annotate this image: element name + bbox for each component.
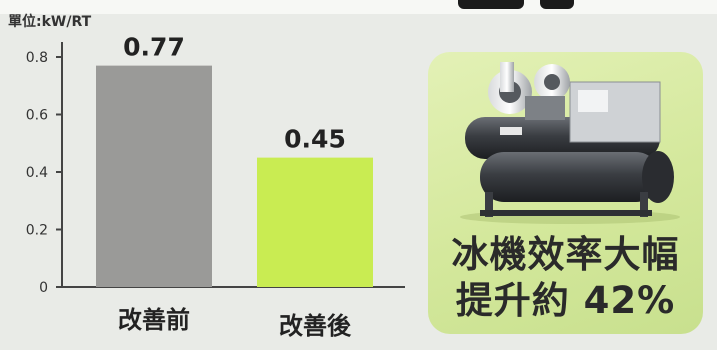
efficiency-callout: 冰機效率大幅 提升約 42%	[428, 52, 703, 334]
chart-panel: 單位:kW/RT 0 0.2 0.4 0.6 0.8 0.77 0.45 改善前 改善後	[0, 10, 425, 350]
callout-line-1: 冰機效率大幅	[451, 233, 680, 276]
category-labels: 改善前 改善後	[118, 306, 352, 340]
value-label: 0.45	[284, 125, 346, 154]
callout-line-2: 提升約 42%	[455, 279, 676, 322]
bar-chart: 單位:kW/RT 0 0.2 0.4 0.6 0.8 0.77 0.45 改善前 改善後	[8, 13, 405, 340]
chiller-machine-image	[460, 62, 680, 224]
bar	[257, 157, 373, 287]
category-label: 改善後	[279, 312, 352, 340]
bars	[96, 65, 373, 287]
y-tick-label: 0.2	[26, 223, 48, 239]
y-tick-label: 0.6	[26, 108, 48, 124]
bar	[96, 65, 212, 287]
top-strip	[0, 0, 717, 14]
y-tick-label: 0.8	[26, 50, 48, 66]
value-labels: 0.77 0.45	[123, 33, 346, 154]
callout-text: 冰機效率大幅 提升約 42%	[428, 232, 703, 324]
value-label: 0.77	[123, 33, 185, 62]
top-dark-shape	[540, 0, 574, 9]
top-dark-shape	[458, 0, 524, 9]
unit-label: 單位:kW/RT	[8, 13, 92, 30]
y-tick-label: 0.4	[26, 165, 48, 181]
category-label: 改善前	[118, 306, 190, 334]
y-ticks: 0 0.2 0.4 0.6 0.8	[26, 50, 62, 296]
y-tick-label: 0	[39, 280, 48, 296]
